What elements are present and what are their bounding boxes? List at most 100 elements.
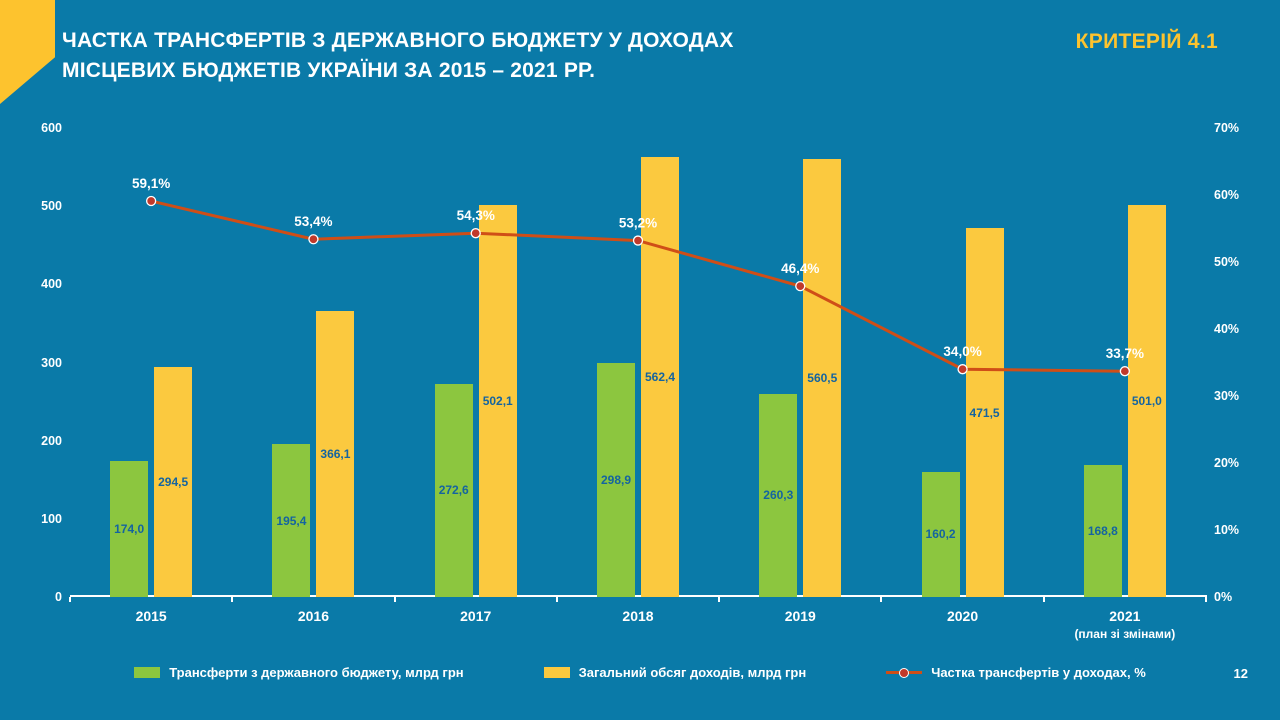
right-axis-tick-label: 30% [1214, 389, 1240, 403]
right-axis-tick-label: 20% [1214, 456, 1240, 470]
x-axis-tick [69, 597, 71, 602]
category-label: 2017 [395, 608, 557, 624]
right-axis-tick-label: 70% [1214, 121, 1240, 135]
right-axis-tick-label: 10% [1214, 523, 1240, 537]
bar-value-label: 501,0 [1131, 394, 1162, 409]
category-label: 2021 (план зі змінами) [1044, 608, 1206, 641]
share-point-label: 34,0% [943, 344, 981, 359]
legend-swatch-yellow [543, 667, 570, 678]
transfers-bar: 272,6 [434, 383, 473, 597]
left-axis-tick-label: 100 [41, 511, 62, 526]
bar-value-label: 160,2 [925, 527, 956, 542]
bar-value-label: 294,5 [158, 474, 189, 489]
title-line-2: МІСЦЕВИХ БЮДЖЕТІВ УКРАЇНИ ЗА 2015 – 2021… [62, 59, 596, 82]
category-year: 2017 [460, 608, 492, 624]
bar-value-label: 195,4 [276, 513, 307, 528]
x-axis-tick [880, 597, 883, 602]
right-axis-tick-label: 40% [1214, 322, 1240, 336]
category-label: 2018 [557, 608, 719, 624]
transfers-bar: 174,0 [110, 460, 149, 597]
category-label: 2020 [881, 608, 1043, 624]
share-point-label: 53,2% [619, 216, 657, 231]
category-label: 2015 [70, 608, 232, 624]
x-axis-tick [1042, 597, 1045, 602]
legend-swatch-line [886, 667, 923, 678]
transfers-bar: 195,4 [272, 444, 311, 597]
revenue-bar: 501,0 [1127, 205, 1166, 597]
legend-label-share: Частка трансфертів у доходах, % [931, 665, 1146, 680]
bar-value-label: 260,3 [763, 488, 794, 503]
bar-value-label: 174,0 [114, 521, 145, 536]
share-point-marker [632, 235, 644, 246]
right-axis-tick-label: 60% [1214, 188, 1240, 202]
bar-value-label: 298,9 [600, 473, 632, 488]
legend-label-revenue: Загальний обсяг доходів, млрд грн [578, 665, 807, 680]
bar-value-label: 168,8 [1087, 524, 1118, 539]
legend-item-share: Частка трансфертів у доходах, % [886, 665, 1146, 680]
share-point-label: 33,7% [1106, 346, 1144, 361]
legend-swatch-green [134, 667, 161, 678]
chart-legend: Трансферти з державного бюджету, млрд гр… [0, 665, 1280, 680]
title-line-1: ЧАСТКА ТРАНСФЕРТІВ З ДЕРЖАВНОГО БЮДЖЕТУ … [62, 29, 734, 52]
category-year: 2016 [297, 608, 329, 624]
share-point-marker [1119, 366, 1131, 377]
transfers-bar: 160,2 [921, 471, 960, 597]
bar-value-label: 471,5 [969, 405, 1000, 420]
left-axis-tick-label: 400 [41, 277, 62, 292]
left-axis-tick-label: 300 [41, 355, 62, 370]
share-point-label: 54,3% [457, 208, 495, 223]
bar-value-label: 272,6 [438, 483, 469, 498]
share-point-label: 53,4% [294, 214, 332, 229]
bar-value-label: 502,1 [482, 393, 513, 408]
legend-item-revenue: Загальний обсяг доходів, млрд грн [543, 665, 807, 680]
bar-value-label: 562,4 [644, 370, 676, 385]
category-year: 2020 [946, 608, 979, 624]
category-label: 2019 [719, 608, 881, 624]
legend-label-transfers: Трансферти з державного бюджету, млрд гр… [169, 665, 464, 680]
left-axis-tick-label: 600 [41, 121, 62, 135]
bar-value-label: 366,1 [320, 446, 351, 461]
category-year: 2021 [1109, 608, 1141, 624]
revenue-bar: 502,1 [478, 204, 517, 597]
x-axis-tick [718, 597, 721, 602]
left-axis-tick-label: 0 [55, 590, 62, 604]
right-axis-tick-label: 50% [1214, 255, 1240, 269]
x-axis-tick [555, 597, 558, 602]
category-sublabel: (план зі змінами) [1074, 627, 1176, 641]
category-year: 2019 [784, 608, 816, 624]
bar-value-label: 560,5 [807, 370, 838, 385]
share-point-marker [795, 280, 806, 292]
revenue-bar: 294,5 [154, 366, 193, 597]
share-point-marker [145, 195, 157, 207]
page-number: 12 [1233, 666, 1248, 681]
right-axis-tick-label: 0% [1214, 590, 1233, 604]
revenue-bar: 471,5 [965, 228, 1004, 597]
x-axis-tick [1205, 597, 1207, 602]
category-year: 2015 [135, 608, 167, 624]
x-axis-line [70, 595, 1207, 597]
transfers-bar: 168,8 [1083, 465, 1122, 597]
revenue-bar: 366,1 [316, 310, 355, 597]
left-axis-tick-label: 200 [41, 433, 62, 448]
share-point-marker [957, 364, 968, 375]
x-axis-tick [393, 597, 396, 602]
left-axis-tick-label: 500 [41, 199, 62, 214]
legend-item-transfers: Трансферти з державного бюджету, млрд гр… [134, 665, 464, 680]
slide-title: ЧАСТКА ТРАНСФЕРТІВ З ДЕРЖАВНОГО БЮДЖЕТУ … [62, 26, 734, 86]
share-point-label: 46,4% [781, 261, 819, 276]
criterion-badge: КРИТЕРІЙ 4.1 [1075, 30, 1218, 53]
revenue-bar: 560,5 [803, 158, 842, 597]
share-point-marker [470, 228, 481, 239]
transfers-bar: 298,9 [597, 363, 635, 597]
share-point-label: 59,1% [132, 176, 170, 191]
x-axis-tick [231, 597, 234, 602]
share-point-marker [308, 234, 319, 245]
transfers-bar: 260,3 [759, 393, 798, 597]
category-year: 2018 [622, 608, 654, 624]
legend-line-marker-icon [899, 667, 910, 678]
revenue-bar: 562,4 [641, 157, 679, 597]
category-label: 2016 [232, 608, 394, 624]
